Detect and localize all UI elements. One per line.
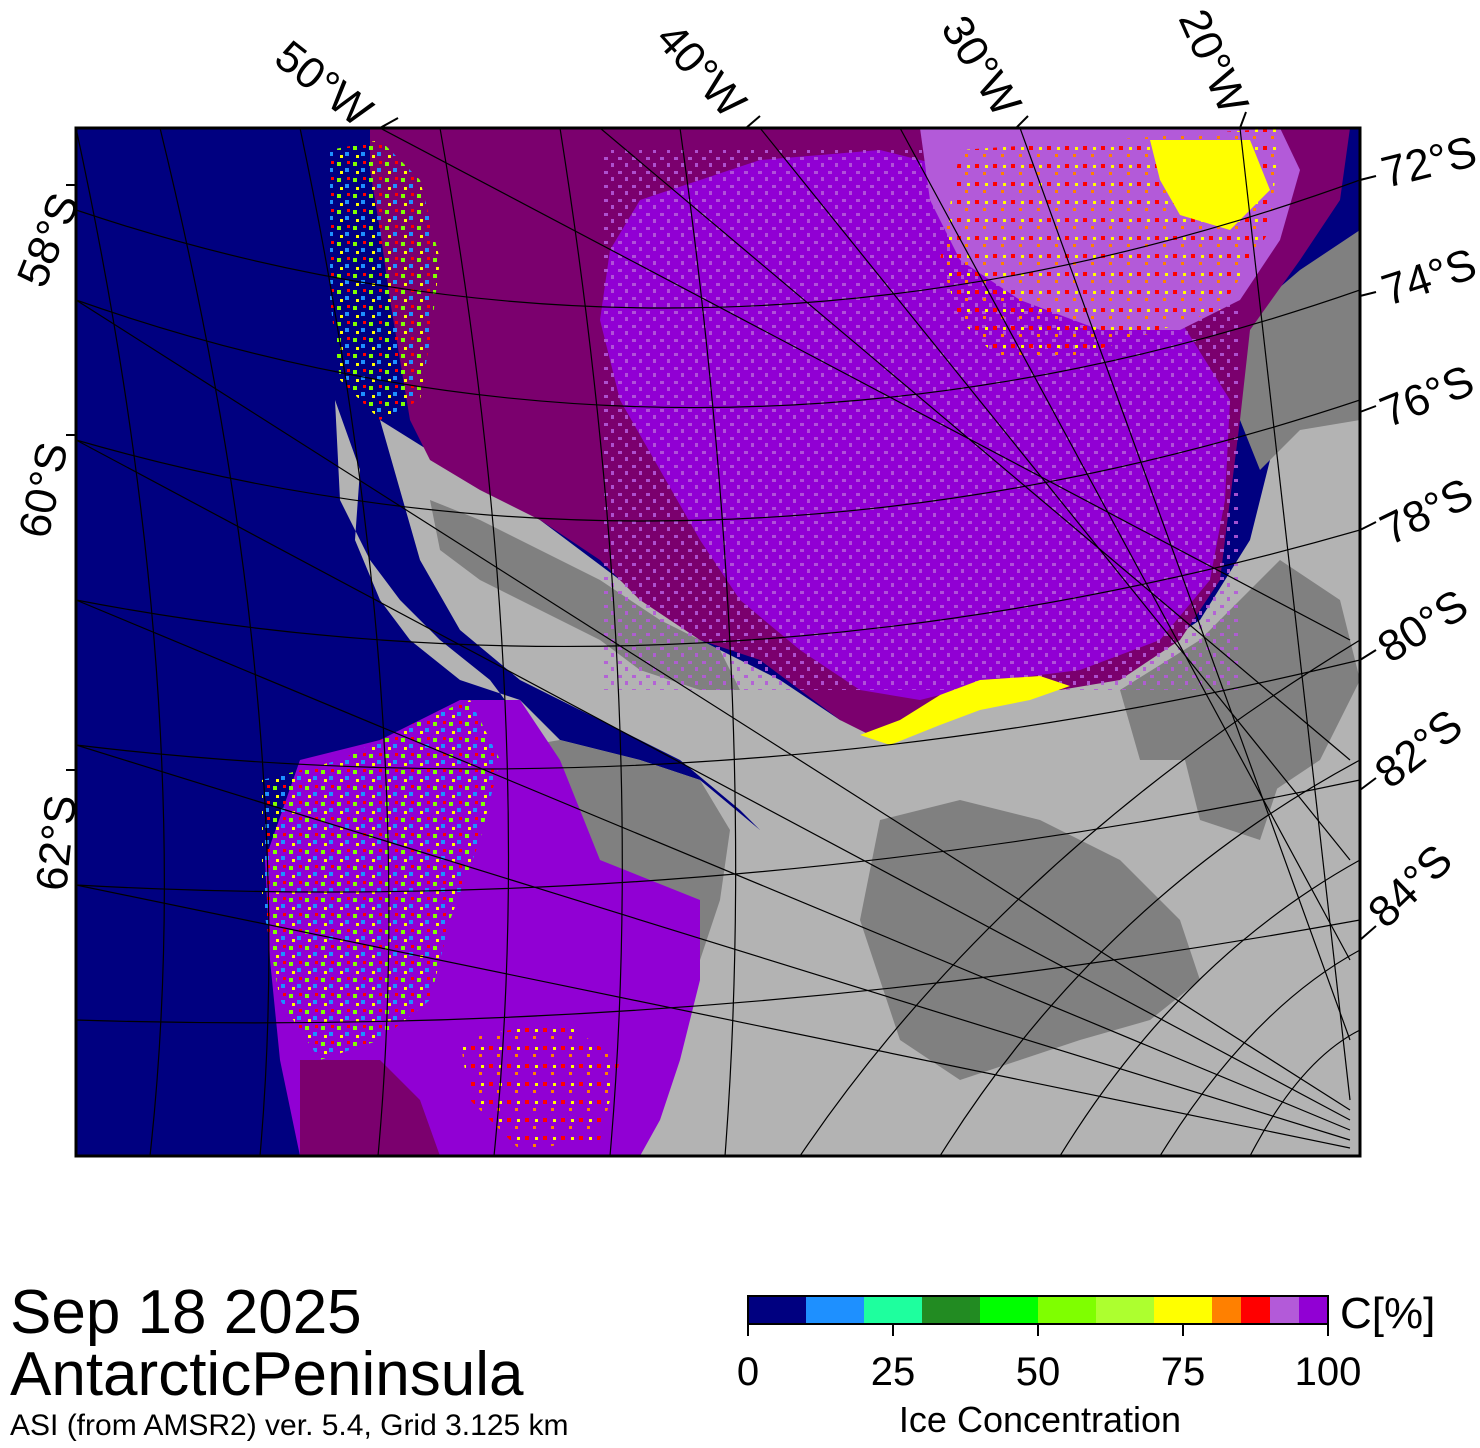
northeast-yellow-patch [1150,140,1270,230]
colorbar-ticks [747,1324,1329,1336]
colorbar-bin-70-80 [1154,1296,1212,1324]
shelf-edge-band [860,676,1070,745]
lat-label-76s: 76°S [1373,356,1480,437]
colorbar-bin-0-10 [748,1296,806,1324]
lat-label-60s: 60°S [10,438,78,542]
lat-label-80s: 80°S [1369,580,1476,672]
colorbar [748,1296,1328,1324]
lon-label-30w: 30°W [932,7,1031,125]
colorbar-bin-20-30 [864,1296,922,1324]
colorbar-bin-50-60 [1038,1296,1096,1324]
colorbar-tick-label-100: 100 [1294,1350,1362,1394]
lat-label-72s: 72°S [1377,127,1480,198]
land-rock [430,230,1360,1080]
colorbar-tick-label-0: 0 [736,1350,760,1394]
colorbar-title: Ice Concentration [898,1399,1182,1440]
colorbar-tick-label-25: 25 [870,1350,916,1394]
south-red-patch [460,1020,620,1150]
colorbar-bin-90-95 [1270,1296,1299,1324]
colorbar-bin-85-90 [1241,1296,1270,1324]
colorbar-bin-60-70 [1096,1296,1154,1324]
lon-label-50w: 50°W [266,31,382,136]
colorbar-bin-80-85 [1212,1296,1241,1324]
lat-label-62s: 62°S [27,793,86,893]
lat-label-74s: 74°S [1376,239,1480,315]
graticule [76,128,1360,1156]
colorbar-bin-40-50 [980,1296,1038,1324]
map-frame [74,126,1362,1158]
graticule-ticks [66,111,1377,941]
colorbar-tick-label-75: 75 [1160,1350,1206,1394]
lat-label-82s: 82°S [1366,700,1472,798]
map-date: Sep 18 2025 [10,1278,362,1347]
lat-label-78s: 78°S [1373,469,1480,555]
marginal-ice-north-mix [330,140,440,420]
lon-label-40w: 40°W [647,14,756,127]
region-name: AntarcticPeninsula [10,1340,524,1409]
colorbar-bin-30-40 [922,1296,980,1324]
colorbar-bin-10-20 [806,1296,864,1324]
lat-label-84s: 84°S [1359,835,1462,937]
colorbar-unit: C[%] [1340,1289,1436,1338]
colorbar-bin-95-100 [1299,1296,1328,1324]
product-info: ASI (from AMSR2) ver. 5.4, Grid 3.125 km [10,1409,569,1442]
colorbar-tick-label-50: 50 [1015,1350,1061,1394]
south-high-ice [300,1060,440,1156]
marginal-ice-west-mix [262,700,500,1060]
lon-label-20w: 20°W [1169,2,1258,121]
